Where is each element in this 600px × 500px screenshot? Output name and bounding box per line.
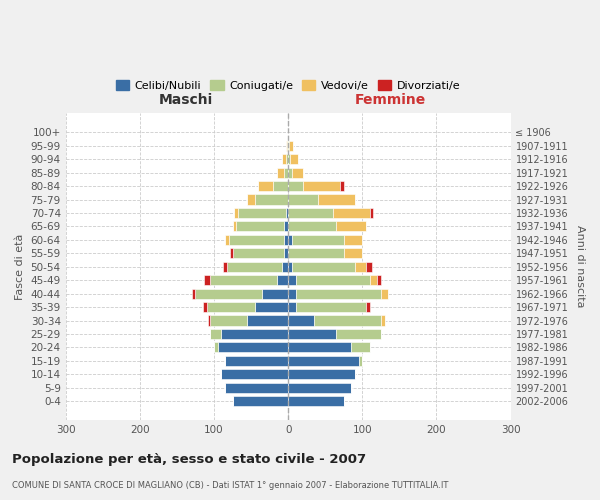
Y-axis label: Fasce di età: Fasce di età (15, 234, 25, 300)
Bar (233, 222, 236, 232)
Bar (288, 194, 318, 204)
Bar (236, 222, 284, 232)
Bar (210, 275, 277, 285)
Bar (366, 302, 370, 312)
Bar (225, 356, 288, 366)
Bar (288, 382, 351, 393)
Bar (289, 140, 293, 151)
Bar (381, 288, 388, 298)
Bar (284, 222, 288, 232)
Bar (314, 316, 381, 326)
Bar (370, 208, 373, 218)
Text: COMUNE DI SANTA CROCE DI MAGLIANO (CB) - Dati ISTAT 1° gennaio 2007 - Elaborazio: COMUNE DI SANTA CROCE DI MAGLIANO (CB) -… (12, 480, 448, 490)
Bar (225, 235, 229, 245)
Bar (332, 208, 370, 218)
Bar (296, 302, 366, 312)
Bar (255, 302, 288, 312)
Bar (337, 222, 366, 232)
Bar (223, 262, 227, 272)
Bar (210, 316, 247, 326)
Bar (282, 154, 286, 164)
Bar (192, 288, 196, 298)
Y-axis label: Anni di nascita: Anni di nascita (575, 226, 585, 308)
Bar (233, 396, 288, 406)
Bar (288, 154, 290, 164)
Bar (288, 369, 355, 380)
Bar (288, 262, 292, 272)
Text: Popolazione per età, sesso e stato civile - 2007: Popolazione per età, sesso e stato civil… (12, 452, 366, 466)
Bar (230, 248, 233, 258)
Bar (292, 168, 303, 177)
Bar (288, 208, 332, 218)
Bar (288, 248, 344, 258)
Bar (210, 329, 221, 339)
Bar (286, 140, 287, 151)
Bar (233, 248, 284, 258)
Bar (214, 342, 218, 352)
Bar (274, 181, 288, 191)
Bar (259, 181, 274, 191)
Bar (262, 288, 288, 298)
Bar (286, 154, 288, 164)
Bar (359, 356, 362, 366)
Bar (288, 140, 289, 151)
Bar (282, 262, 288, 272)
Bar (234, 208, 238, 218)
Bar (381, 316, 385, 326)
Text: Femmine: Femmine (355, 93, 426, 107)
Bar (288, 342, 351, 352)
Bar (303, 181, 340, 191)
Bar (344, 248, 362, 258)
Bar (288, 396, 344, 406)
Bar (284, 235, 288, 245)
Bar (288, 222, 337, 232)
Legend: Celibi/Nubili, Coniugati/e, Vedovi/e, Divorziati/e: Celibi/Nubili, Coniugati/e, Vedovi/e, Di… (112, 76, 465, 96)
Bar (284, 248, 288, 258)
Bar (355, 262, 366, 272)
Bar (225, 382, 288, 393)
Bar (337, 329, 381, 339)
Bar (288, 168, 292, 177)
Bar (288, 302, 296, 312)
Bar (203, 302, 206, 312)
Bar (351, 342, 370, 352)
Bar (277, 168, 284, 177)
Bar (229, 235, 284, 245)
Bar (340, 181, 344, 191)
Bar (288, 329, 337, 339)
Bar (288, 288, 296, 298)
Bar (206, 302, 255, 312)
Bar (344, 235, 362, 245)
Bar (288, 316, 314, 326)
Bar (377, 275, 381, 285)
Bar (366, 262, 372, 272)
Bar (205, 275, 210, 285)
Bar (208, 316, 210, 326)
Bar (221, 329, 288, 339)
Bar (247, 194, 255, 204)
Bar (292, 262, 355, 272)
Bar (288, 235, 292, 245)
Bar (196, 288, 262, 298)
Bar (296, 275, 370, 285)
Bar (284, 168, 288, 177)
Bar (290, 154, 298, 164)
Bar (247, 316, 288, 326)
Bar (227, 262, 282, 272)
Bar (292, 235, 344, 245)
Bar (288, 275, 296, 285)
Bar (255, 194, 288, 204)
Bar (221, 369, 288, 380)
Text: Maschi: Maschi (158, 93, 213, 107)
Bar (370, 275, 377, 285)
Bar (288, 181, 303, 191)
Bar (288, 356, 359, 366)
Bar (238, 208, 286, 218)
Bar (218, 342, 288, 352)
Bar (296, 288, 381, 298)
Bar (287, 140, 288, 151)
Bar (318, 194, 355, 204)
Bar (277, 275, 288, 285)
Bar (286, 208, 288, 218)
